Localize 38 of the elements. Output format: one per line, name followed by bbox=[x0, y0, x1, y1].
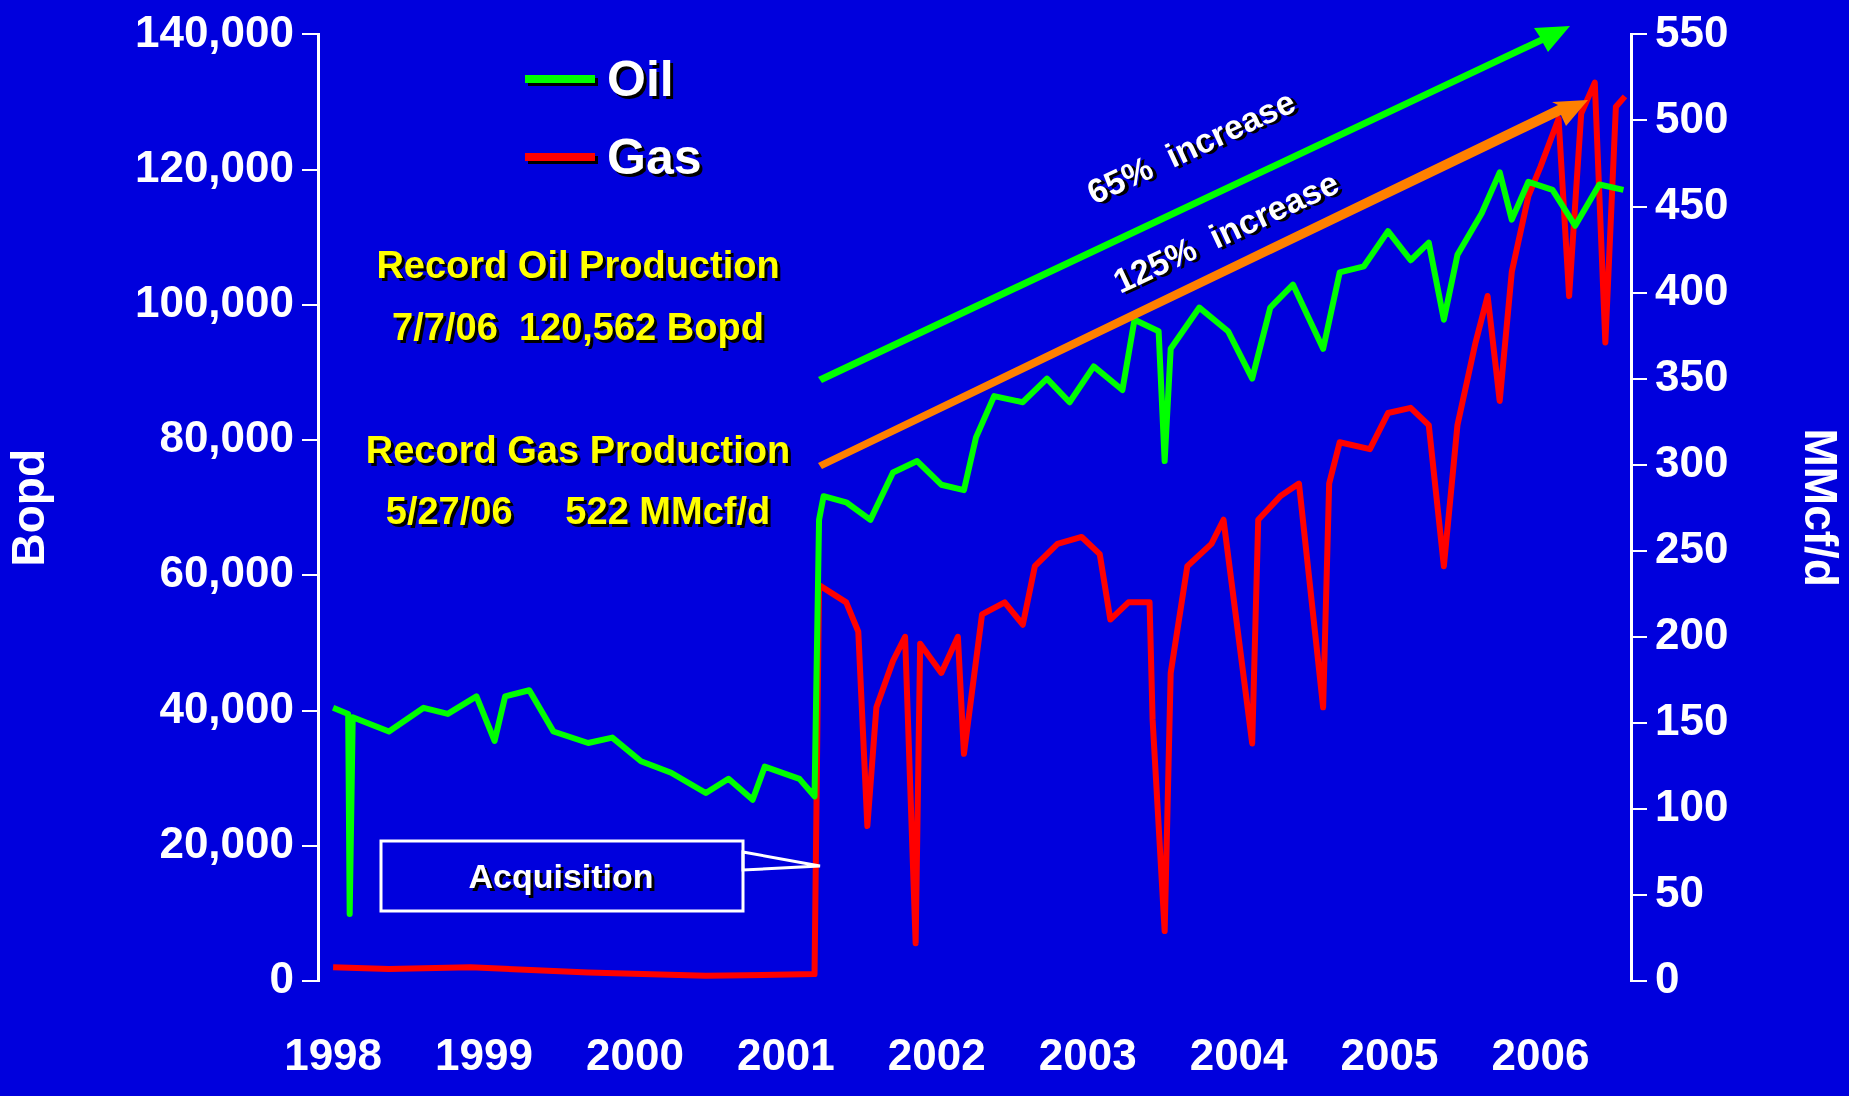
y2-tick-label: 50 bbox=[1655, 867, 1704, 917]
y-tick-label: 100,000 bbox=[134, 277, 294, 326]
x-tick-label: 2003 bbox=[1038, 1029, 1137, 1079]
annotation: 5/27/06 522 MMcf/d bbox=[385, 489, 771, 532]
legend-label: Gas bbox=[607, 128, 702, 186]
y2-tick-label: 200 bbox=[1655, 608, 1729, 658]
x-tick-label: 2005 bbox=[1340, 1029, 1439, 1079]
y2-tick-label: 150 bbox=[1655, 694, 1729, 744]
x-tick-label: 1998 bbox=[284, 1029, 383, 1079]
x-tick-label: 2002 bbox=[887, 1029, 986, 1079]
x-tick-label: 2001 bbox=[736, 1029, 835, 1079]
y-tick-label: 80,000 bbox=[159, 412, 294, 462]
y-tick-label: 40,000 bbox=[159, 682, 294, 732]
x-tick-label: 2000 bbox=[585, 1029, 684, 1079]
legend-label: Oil bbox=[607, 50, 674, 108]
y2-tick-label: 400 bbox=[1655, 264, 1729, 314]
y2-tick-label: 450 bbox=[1655, 178, 1729, 228]
y-tick-label: 120,000 bbox=[134, 141, 294, 191]
x-tick-label: 1999 bbox=[435, 1029, 533, 1079]
y-tick-label: 20,000 bbox=[159, 817, 294, 867]
y-tick-label: 140,000 bbox=[134, 6, 294, 56]
x-tick-label: 2004 bbox=[1189, 1029, 1289, 1079]
y2-tick-label: 0 bbox=[1655, 953, 1680, 1003]
y-axis-title: Bopd bbox=[2, 448, 55, 567]
annotation: Record Gas Production bbox=[365, 428, 791, 471]
y-tick-label: 60,000 bbox=[159, 547, 294, 597]
y2-tick-label: 550 bbox=[1655, 6, 1729, 56]
y2-tick-label: 350 bbox=[1655, 350, 1729, 400]
annotation: Acquisition bbox=[468, 856, 654, 895]
annotation: 7/7/06 120,562 Bopd bbox=[392, 305, 764, 348]
y2-axis-title: MMcf/d bbox=[1794, 428, 1847, 587]
y2-tick-label: 300 bbox=[1655, 436, 1729, 486]
y2-tick-label: 250 bbox=[1655, 522, 1729, 572]
x-tick-label: 2006 bbox=[1491, 1029, 1590, 1079]
y2-tick-label: 100 bbox=[1655, 781, 1729, 831]
y2-tick-label: 500 bbox=[1655, 92, 1729, 142]
y-tick-label: 0 bbox=[269, 953, 294, 1003]
annotation: Record Oil Production bbox=[376, 243, 780, 286]
